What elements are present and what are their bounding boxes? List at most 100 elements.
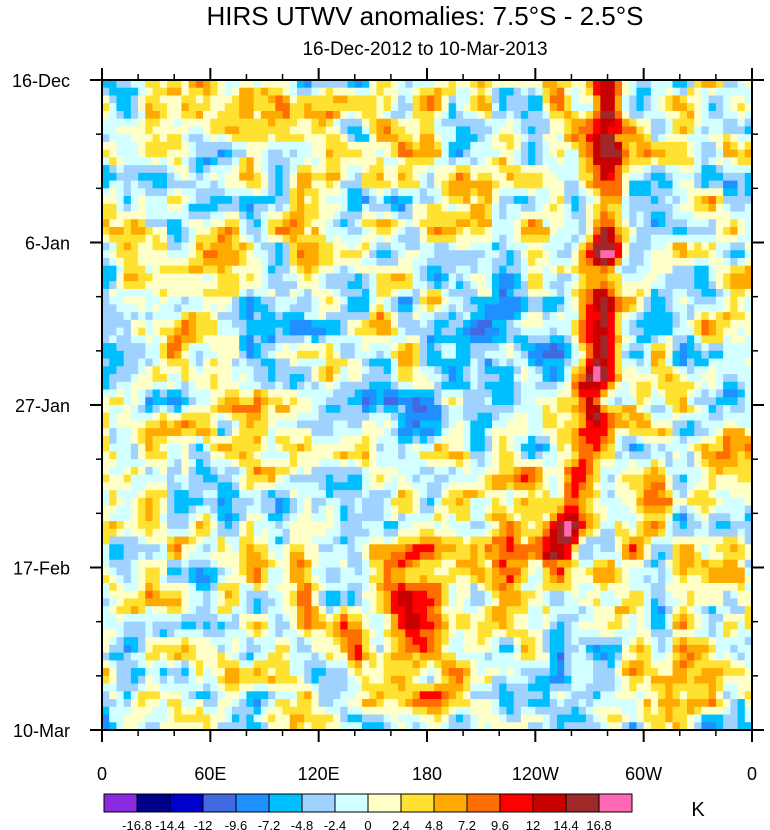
field-cell xyxy=(737,281,746,290)
field-cell xyxy=(167,227,175,236)
field-cell xyxy=(701,288,710,298)
field-cell xyxy=(109,435,118,445)
field-cell xyxy=(405,180,414,189)
field-cell xyxy=(354,250,363,259)
field-cell xyxy=(390,350,399,360)
field-cell xyxy=(253,110,262,120)
field-cell xyxy=(246,227,255,236)
field-cell xyxy=(152,211,161,220)
field-cell xyxy=(354,87,363,97)
field-cell xyxy=(694,443,703,453)
field-cell xyxy=(167,281,175,290)
field-cell xyxy=(297,366,305,375)
field-cell xyxy=(470,412,479,422)
field-cell xyxy=(174,420,183,429)
field-cell xyxy=(636,141,645,151)
field-cell xyxy=(217,288,226,298)
field-cell xyxy=(679,474,688,483)
field-cell xyxy=(455,80,464,89)
field-cell xyxy=(145,281,154,290)
field-cell xyxy=(585,234,594,244)
field-cell xyxy=(224,335,233,344)
field-cell xyxy=(275,490,284,499)
field-cell xyxy=(224,110,233,120)
field-cell xyxy=(622,188,630,197)
field-cell xyxy=(383,196,392,205)
field-cell xyxy=(520,443,529,453)
field-cell xyxy=(246,327,255,336)
field-cell xyxy=(643,296,652,306)
field-cell xyxy=(138,381,146,391)
field-cell xyxy=(304,257,313,267)
field-cell xyxy=(665,281,674,290)
field-cell xyxy=(520,110,529,120)
field-cell xyxy=(419,196,428,205)
field-cell xyxy=(441,474,450,483)
field-cell xyxy=(528,141,536,151)
field-cell xyxy=(513,327,522,336)
field-cell xyxy=(484,397,493,406)
field-cell xyxy=(585,196,594,205)
field-cell xyxy=(715,428,724,437)
field-cell xyxy=(549,428,558,437)
field-cell xyxy=(362,451,370,460)
field-cell xyxy=(123,157,132,166)
field-cell xyxy=(427,180,435,189)
field-cell xyxy=(622,350,630,360)
field-cell xyxy=(232,296,240,306)
field-cell xyxy=(737,87,746,97)
field-cell xyxy=(600,327,609,336)
field-cell xyxy=(708,180,717,189)
field-cell xyxy=(593,80,601,89)
field-cell xyxy=(159,397,168,406)
field-cell xyxy=(463,405,471,414)
field-cell xyxy=(650,172,659,182)
field-cell xyxy=(152,149,161,158)
field-cell xyxy=(297,335,305,344)
field-cell xyxy=(492,234,500,244)
field-cell xyxy=(311,257,320,267)
field-cell xyxy=(715,257,724,267)
field-cell xyxy=(737,459,746,468)
field-cell xyxy=(260,350,269,360)
field-cell xyxy=(600,80,609,89)
field-cell xyxy=(174,288,183,298)
field-cell xyxy=(232,273,240,282)
field-cell xyxy=(701,319,710,329)
field-cell xyxy=(441,374,450,383)
field-cell xyxy=(412,350,421,360)
field-cell xyxy=(398,250,406,259)
field-cell xyxy=(694,281,703,290)
field-cell xyxy=(434,497,443,507)
field-cell xyxy=(636,265,645,275)
field-cell xyxy=(571,451,580,460)
field-cell xyxy=(195,327,204,336)
field-cell xyxy=(513,188,522,197)
field-cell xyxy=(448,443,457,453)
field-cell xyxy=(333,474,341,483)
field-cell xyxy=(354,80,363,89)
field-cell xyxy=(333,87,341,97)
field-cell xyxy=(369,374,378,383)
field-cell xyxy=(528,389,536,398)
field-cell xyxy=(564,196,573,205)
field-cell xyxy=(506,497,515,507)
field-cell xyxy=(665,234,674,244)
field-cell xyxy=(650,459,659,468)
field-cell xyxy=(585,304,594,313)
field-cell xyxy=(318,103,327,112)
field-cell xyxy=(484,188,493,197)
field-cell xyxy=(679,374,688,383)
field-cell xyxy=(318,134,327,143)
field-cell xyxy=(499,203,508,213)
field-cell xyxy=(376,466,385,476)
field-cell xyxy=(600,227,609,236)
field-cell xyxy=(723,381,731,391)
field-cell xyxy=(549,126,558,135)
field-cell xyxy=(470,203,479,213)
field-cell xyxy=(470,211,479,220)
field-cell xyxy=(174,250,183,259)
field-cell xyxy=(109,157,118,166)
field-cell xyxy=(708,219,717,228)
field-cell xyxy=(289,118,298,128)
